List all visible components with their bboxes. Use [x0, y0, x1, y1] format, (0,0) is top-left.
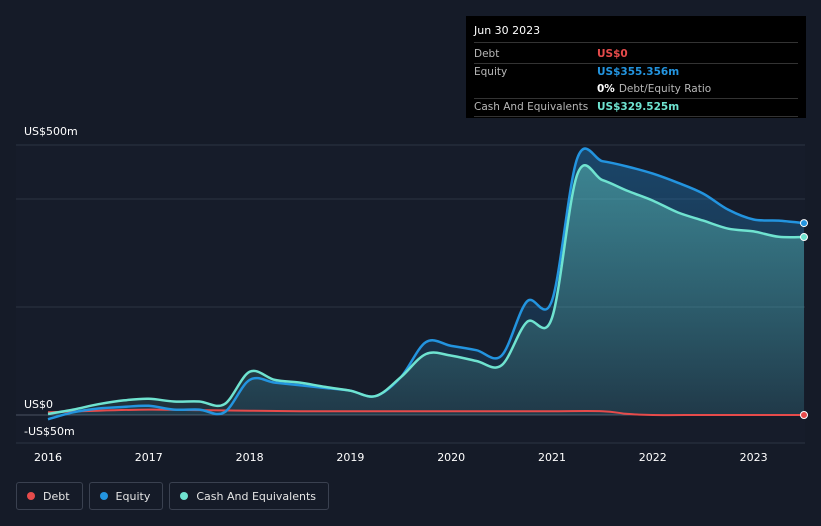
y-tick-label-0: US$0: [24, 398, 53, 411]
tooltip-ratio-row: 0% Debt/Equity Ratio: [474, 81, 798, 99]
tooltip-date: Jun 30 2023: [474, 24, 798, 43]
legend-equity-label: Equity: [115, 489, 151, 503]
legend-item-cash[interactable]: Cash And Equivalents: [169, 482, 329, 510]
series-lines: [47, 147, 805, 421]
tooltip-panel: Jun 30 2023 Debt US$0 Equity US$355.356m…: [466, 16, 806, 118]
x-tick-labels: 2016 2017 2018 2019 2020 2021 2022 2023: [34, 451, 768, 464]
legend-debt-label: Debt: [43, 489, 70, 503]
chart-legend: Debt Equity Cash And Equivalents: [16, 482, 329, 510]
x-tick-label-2022: 2022: [639, 451, 667, 464]
x-tick-label-2017: 2017: [135, 451, 163, 464]
x-tick-label-2019: 2019: [336, 451, 364, 464]
tooltip-cash-row: Cash And Equivalents US$329.525m: [474, 99, 798, 117]
tooltip-equity-label: Equity: [474, 66, 508, 78]
legend-debt-dot-icon: [27, 492, 35, 500]
tooltip-equity-row: Equity US$355.356m: [474, 64, 798, 81]
tooltip-cash-value: US$329.525m: [597, 101, 680, 113]
tooltip-ratio-value: 0%: [597, 83, 615, 95]
x-tick-label-2016: 2016: [34, 451, 62, 464]
tooltip-ratio-label: Debt/Equity Ratio: [618, 83, 712, 95]
debt-end-point: [800, 411, 808, 419]
equity-line: [47, 147, 805, 421]
tooltip-debt-row: Debt US$0: [474, 46, 798, 64]
tooltip-debt-value: US$0: [597, 48, 628, 60]
series-end-dots: [800, 219, 808, 419]
x-tick-label-2023: 2023: [740, 451, 768, 464]
cash-area: [48, 165, 804, 415]
area-fills: [48, 148, 804, 420]
legend-equity-dot-icon: [99, 492, 108, 500]
x-tick-label-2020: 2020: [437, 451, 465, 464]
y-tick-label-neg50: -US$50m: [24, 425, 75, 438]
equity-end-point: [800, 219, 808, 228]
x-tick-label-2018: 2018: [236, 451, 264, 464]
legend-cash-dot-icon: [180, 492, 189, 500]
tooltip-equity-value: US$355.356m: [597, 66, 680, 78]
cash-line: [47, 164, 805, 416]
tooltip-debt-label: Debt: [474, 48, 500, 60]
legend-cash-label: Cash And Equivalents: [196, 489, 316, 503]
legend-item-equity[interactable]: Equity: [88, 482, 164, 510]
y-tick-label-500: US$500m: [24, 125, 78, 138]
x-tick-label-2021: 2021: [538, 451, 566, 464]
tooltip-cash-label: Cash And Equivalents: [474, 101, 589, 113]
legend-item-debt[interactable]: Debt: [16, 482, 83, 510]
cash-end-point: [800, 233, 808, 242]
